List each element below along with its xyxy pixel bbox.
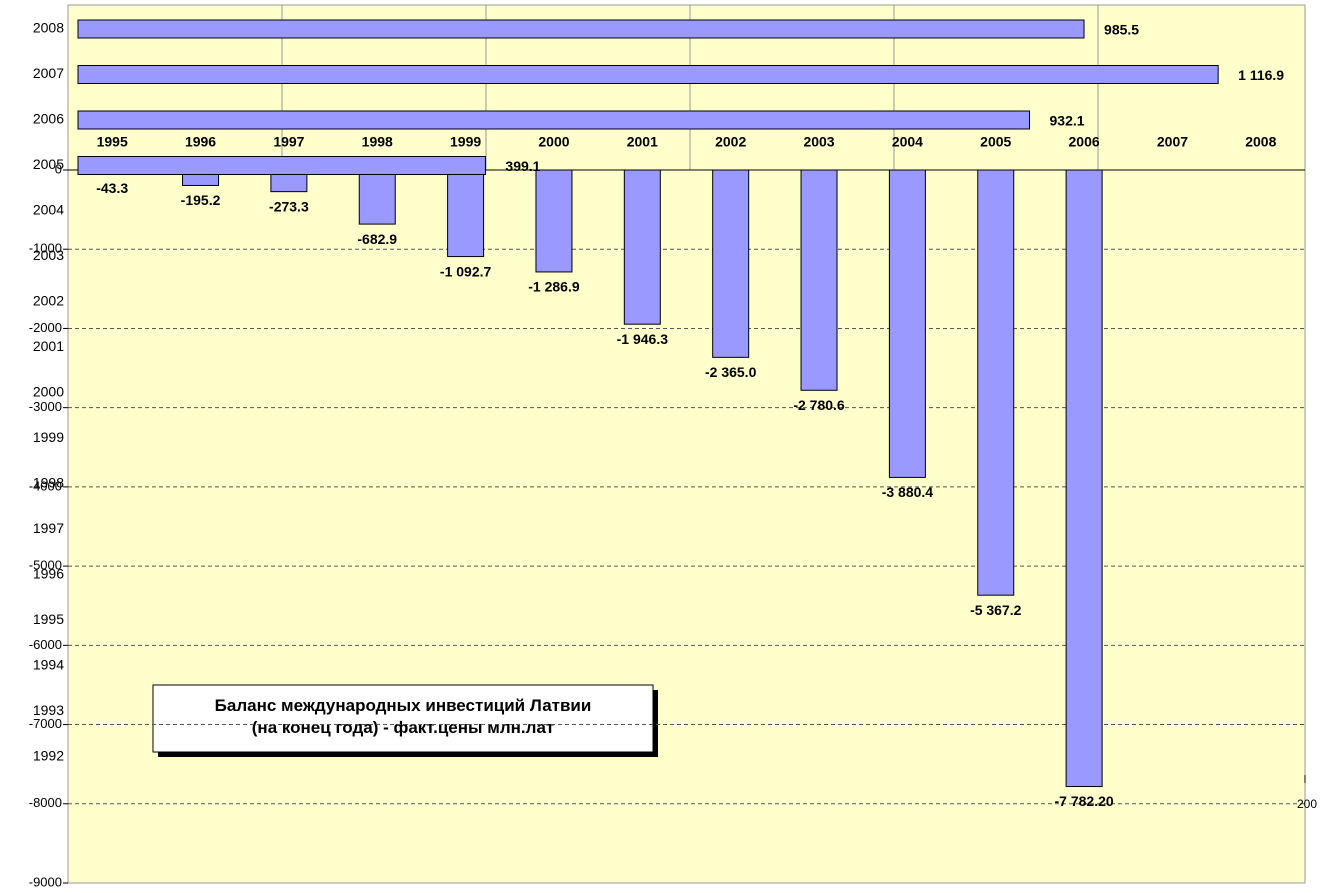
data-label: -2 365.0 bbox=[705, 364, 757, 380]
y-tick-label: -6000 bbox=[29, 637, 62, 652]
data-label: -682.9 bbox=[357, 231, 397, 247]
y-tick-label: 2008 bbox=[33, 20, 64, 36]
y-tick-label: 2000 bbox=[33, 384, 64, 400]
y-tick-label: 2005 bbox=[33, 156, 64, 172]
annotation: 200 bbox=[1297, 797, 1317, 811]
x-tick-label: 2004 bbox=[892, 134, 923, 150]
y-tick-label: 1995 bbox=[33, 611, 64, 627]
bar bbox=[977, 169, 1015, 596]
y-tick-label: 1997 bbox=[33, 520, 64, 536]
bar bbox=[358, 169, 396, 225]
title-box bbox=[152, 684, 654, 753]
x-tick-label: 2005 bbox=[980, 134, 1011, 150]
y-tick-label: -2000 bbox=[29, 320, 62, 335]
y-tick-label: 2003 bbox=[33, 247, 64, 263]
y-tick-label: 2002 bbox=[33, 293, 64, 309]
data-label: -5 367.2 bbox=[970, 602, 1022, 618]
x-tick-label: 1999 bbox=[450, 134, 481, 150]
x-tick-label: 1996 bbox=[185, 134, 216, 150]
data-label: -1 286.9 bbox=[528, 279, 580, 295]
x-tick-label: 1998 bbox=[362, 134, 393, 150]
y-tick-label: 0 bbox=[55, 161, 62, 176]
bar bbox=[77, 65, 1219, 84]
data-label: -273.3 bbox=[269, 198, 309, 214]
bar bbox=[447, 169, 485, 258]
y-tick-label: -7000 bbox=[29, 716, 62, 731]
y-tick-label: 1994 bbox=[33, 657, 64, 673]
data-label: 985.5 bbox=[1104, 22, 1139, 38]
y-tick-label: 2006 bbox=[33, 111, 64, 127]
y-tick-label: 2004 bbox=[33, 202, 64, 218]
x-tick-label: 1997 bbox=[273, 134, 304, 150]
bar bbox=[888, 169, 926, 478]
y-tick-label: -1000 bbox=[29, 241, 62, 256]
y-tick-label: -8000 bbox=[29, 795, 62, 810]
chart-title: Баланс международных инвестиций Латвии (н… bbox=[215, 696, 592, 737]
y-tick-label: 2001 bbox=[33, 338, 64, 354]
data-label: 399.1 bbox=[505, 158, 540, 174]
y-tick-label: -5000 bbox=[29, 558, 62, 573]
x-tick-label: 2000 bbox=[538, 134, 569, 150]
bar bbox=[77, 19, 1085, 39]
data-label: -7 782.20 bbox=[1055, 793, 1114, 809]
y-tick-label: 2007 bbox=[33, 65, 64, 81]
data-label: 1 116.9 bbox=[1238, 67, 1284, 83]
data-label: -1 092.7 bbox=[440, 263, 492, 279]
y-tick-label: -3000 bbox=[29, 399, 62, 414]
bar bbox=[77, 110, 1031, 130]
y-tick-label: -4000 bbox=[29, 478, 62, 493]
y-tick-label: 1998 bbox=[33, 475, 64, 491]
x-tick-label: 2008 bbox=[1245, 134, 1276, 150]
data-label: -195.2 bbox=[181, 192, 221, 208]
bar bbox=[1065, 169, 1103, 788]
x-tick-label: 1995 bbox=[97, 134, 128, 150]
data-label: -43.3 bbox=[96, 180, 128, 196]
y-tick-label: 1996 bbox=[33, 566, 64, 582]
data-label: -1 946.3 bbox=[617, 331, 669, 347]
y-tick-label: 1999 bbox=[33, 429, 64, 445]
data-label: 932.1 bbox=[1050, 113, 1085, 129]
y-tick-label: 1993 bbox=[33, 702, 64, 718]
data-label: -3 880.4 bbox=[882, 484, 934, 500]
x-tick-label: 2002 bbox=[715, 134, 746, 150]
x-tick-label: 2003 bbox=[803, 134, 834, 150]
y-tick-label: -9000 bbox=[29, 874, 62, 889]
bar bbox=[800, 169, 838, 391]
data-label: -2 780.6 bbox=[793, 397, 845, 413]
bar bbox=[535, 169, 573, 273]
x-tick-label: 2007 bbox=[1157, 134, 1188, 150]
x-tick-label: 2001 bbox=[627, 134, 658, 150]
y-tick-label: 1992 bbox=[33, 748, 64, 764]
bar bbox=[712, 169, 750, 358]
x-tick-label: 2006 bbox=[1069, 134, 1100, 150]
bar bbox=[623, 169, 661, 325]
bar bbox=[77, 156, 486, 175]
